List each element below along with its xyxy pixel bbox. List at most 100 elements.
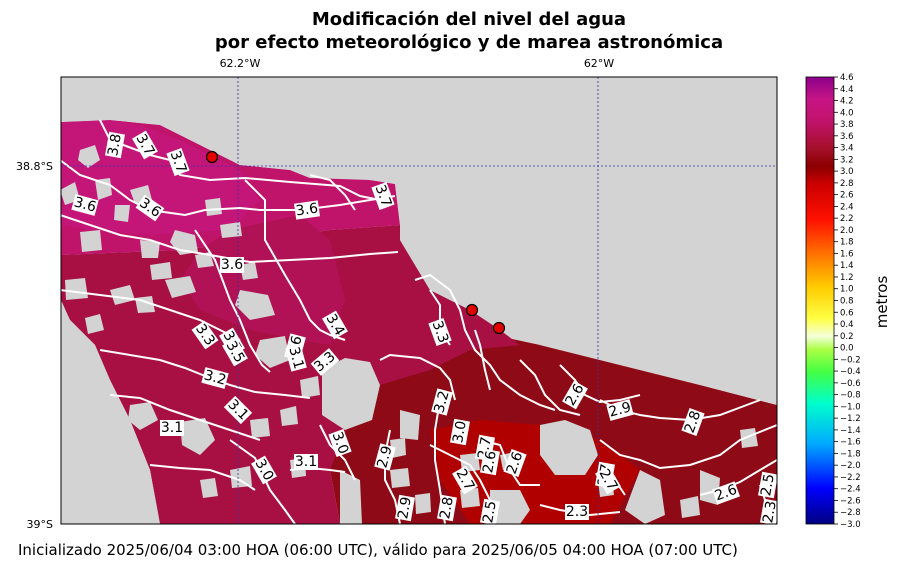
- contour-label: 2.9: [606, 399, 634, 421]
- colorbar-tick-label: −0.8: [840, 391, 861, 401]
- x-tick-label: 62°W: [584, 57, 614, 70]
- colorbar-tick-label: −2.2: [840, 473, 861, 483]
- svg-text:2.9: 2.9: [607, 399, 633, 420]
- colorbar-tick-label: −0.4: [840, 367, 861, 377]
- graticule: [61, 77, 777, 524]
- colorbar-tick-label: −2.4: [840, 485, 861, 495]
- field-zone-mid2: [180, 215, 345, 345]
- colorbar-tick-label: −3.0: [840, 520, 861, 530]
- chart-title: Modificación del nivel del agua: [311, 9, 627, 30]
- contour-label: 2.6: [503, 448, 527, 478]
- colorbar-tick-label: 2.6: [840, 191, 854, 201]
- contour-label: 3.0: [328, 428, 352, 458]
- contour-label: 2.5: [480, 498, 500, 526]
- contour-label: 3.1: [285, 344, 307, 372]
- colorbar-tick-label: −1.0: [840, 402, 861, 412]
- colorbar-tick-label: 3.2: [840, 155, 854, 165]
- contour-label: 3.7: [166, 147, 190, 177]
- colorbar-tick-label: 0.4: [840, 320, 854, 330]
- colorbar-tick-label: −2.0: [840, 461, 861, 471]
- colorbar-tick-label: −2.8: [840, 508, 861, 518]
- svg-text:3.6: 3.6: [295, 201, 319, 220]
- colorbar-tick-label: 3.6: [840, 132, 854, 142]
- svg-text:3.7: 3.7: [167, 149, 190, 175]
- colorbar-tick-label: 0.8: [840, 297, 854, 307]
- colorbar-tick-label: 0.2: [840, 332, 854, 342]
- contour-label: 2.9: [374, 443, 396, 471]
- contour-label: 2.9: [395, 494, 415, 522]
- land-south: [61, 300, 160, 524]
- svg-text:3.0: 3.0: [450, 420, 470, 445]
- colorbar-tick-label: 2.4: [840, 202, 854, 212]
- colorbar-label: metros: [873, 276, 891, 329]
- colorbar-tick-label: 0.6: [840, 308, 854, 318]
- colorbar-tick-label: 0.0: [840, 344, 854, 354]
- field-zone-mid: [61, 225, 520, 524]
- colorbar-tick-label: 1.4: [840, 261, 854, 271]
- contour-label: 2.8: [437, 494, 457, 522]
- colorbar-tick-label: 4.4: [840, 85, 854, 95]
- svg-text:3.6: 3.6: [72, 194, 98, 215]
- svg-text:2.6: 2.6: [713, 482, 739, 505]
- contour-label: 3.2: [431, 388, 453, 416]
- svg-text:3.2: 3.2: [202, 367, 228, 388]
- colorbar-tick-label: −2.6: [840, 496, 861, 506]
- svg-text:2.9: 2.9: [374, 444, 395, 470]
- footer-validity: Inicializado 2025/06/04 03:00 HOA (06:00…: [18, 541, 738, 559]
- contour-label: 2.8: [681, 407, 705, 437]
- svg-text:2.5: 2.5: [758, 473, 778, 498]
- svg-text:3.0: 3.0: [329, 430, 352, 456]
- contour-label: 3.0: [450, 418, 470, 446]
- svg-text:3.7: 3.7: [372, 183, 395, 209]
- contour-label: 2.6: [711, 481, 741, 505]
- contour-label: 2.6: [480, 448, 500, 476]
- colorbar-tick-label: 1.8: [840, 238, 854, 248]
- colorbar-tick-label: −0.2: [840, 355, 861, 365]
- contour-label: 3.2: [201, 367, 229, 389]
- contour-label: 3.7: [371, 181, 395, 211]
- colorbar-tick-label: 4.2: [840, 97, 854, 107]
- colorbar-tick-label: 3.8: [840, 120, 854, 130]
- svg-text:2.8: 2.8: [682, 409, 705, 435]
- contour-label: 3.6: [71, 194, 99, 216]
- stations: [205, 150, 506, 335]
- contour-label: 3.1: [160, 420, 184, 436]
- colorbar-tick-label: 2.2: [840, 214, 854, 224]
- colorbar-tick-label: −1.8: [840, 449, 861, 459]
- svg-text:3.2: 3.2: [431, 389, 452, 415]
- contour-label: 3.6: [220, 257, 244, 273]
- colorbar-tick-label: −1.2: [840, 414, 861, 424]
- colorbar-tick-label: 1.2: [840, 273, 854, 283]
- svg-text:2.3: 2.3: [566, 504, 588, 520]
- colorbar-tick-label: 1.0: [840, 285, 854, 295]
- colorbar: [805, 76, 835, 525]
- colorbar-tick-label: 3.4: [840, 144, 854, 154]
- colorbar-tick-label: 2.8: [840, 179, 854, 189]
- svg-text:3.8: 3.8: [105, 133, 125, 158]
- contour-lines: [61, 119, 777, 524]
- station-marker[interactable]: [205, 150, 219, 164]
- x-tick-label: 62.2°W: [220, 57, 261, 70]
- station-marker[interactable]: [492, 321, 506, 335]
- plot-frame: [60, 76, 778, 525]
- svg-text:3.3: 3.3: [429, 319, 452, 345]
- contour-label: 2.5: [758, 471, 778, 499]
- contour-label: 3.1: [294, 454, 318, 470]
- svg-text:3.1: 3.1: [161, 420, 183, 436]
- station-marker[interactable]: [465, 303, 479, 317]
- svg-text:2.6: 2.6: [480, 450, 500, 475]
- svg-text:2.9: 2.9: [395, 496, 415, 521]
- svg-text:2.5: 2.5: [480, 500, 500, 525]
- y-tick-label: 38.8°S: [16, 160, 53, 173]
- contour-label: 3.6: [294, 200, 320, 220]
- water-field: [61, 77, 777, 524]
- contour-label: 3.8: [105, 131, 125, 159]
- y-tick-label: 39°S: [27, 518, 53, 531]
- svg-text:3.1: 3.1: [285, 345, 306, 371]
- svg-text:2.6: 2.6: [504, 450, 527, 476]
- colorbar-tick-label: 3.0: [840, 167, 854, 177]
- colorbar-tick-label: −0.6: [840, 379, 861, 389]
- colorbar-tick-label: 1.6: [840, 249, 854, 259]
- contour-labels: 3.83.73.73.63.63.63.73.63.43.33.53.63.53…: [71, 130, 780, 526]
